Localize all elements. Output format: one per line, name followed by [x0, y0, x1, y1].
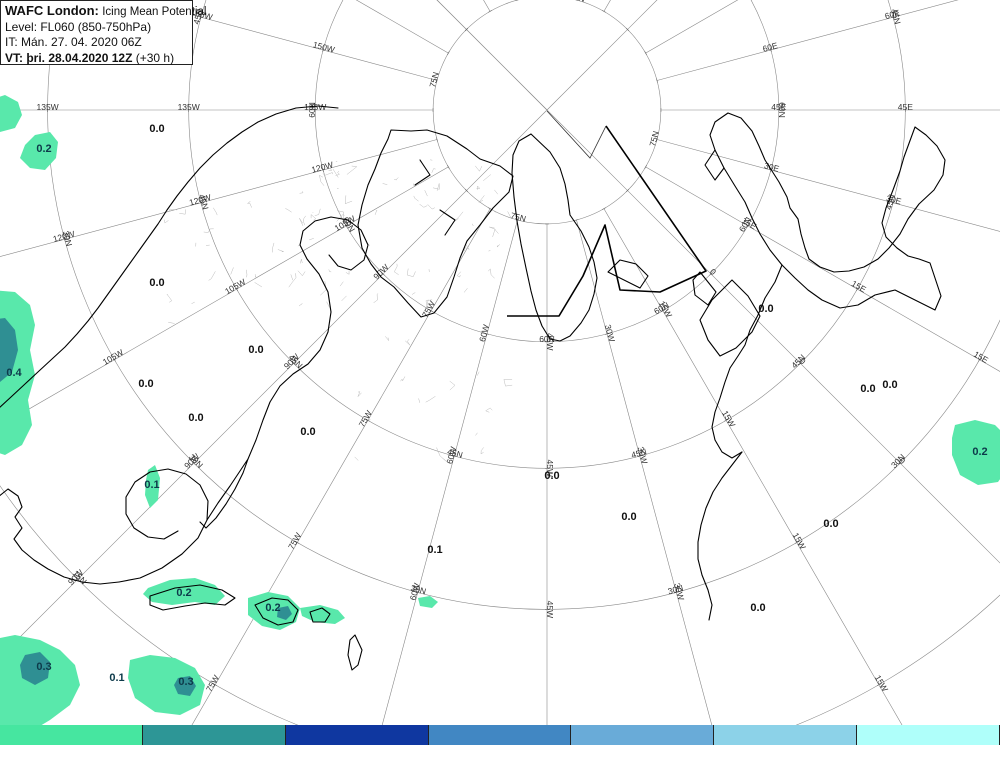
svg-text:45E: 45E	[898, 102, 913, 112]
svg-text:0.0: 0.0	[621, 511, 636, 523]
svg-text:0.0: 0.0	[882, 379, 897, 391]
svg-text:0.2: 0.2	[972, 446, 987, 458]
svg-text:0.0: 0.0	[860, 383, 875, 395]
svg-text:0.0: 0.0	[248, 344, 263, 356]
svg-text:0.1: 0.1	[427, 544, 442, 556]
svg-text:0.4: 0.4	[6, 367, 22, 379]
svg-text:60N: 60N	[307, 102, 317, 118]
svg-text:0.3: 0.3	[178, 676, 193, 688]
svg-text:60N: 60N	[539, 334, 555, 344]
svg-text:0.0: 0.0	[138, 378, 153, 390]
svg-text:0.0: 0.0	[149, 277, 164, 289]
svg-text:0.1: 0.1	[144, 479, 159, 491]
svg-text:0.0: 0.0	[823, 518, 838, 530]
svg-text:0.0: 0.0	[758, 303, 773, 315]
svg-text:0.3: 0.3	[36, 661, 51, 673]
svg-text:0.2: 0.2	[265, 602, 280, 614]
svg-text:0.0: 0.0	[149, 123, 164, 135]
svg-text:0.0: 0.0	[544, 470, 559, 482]
svg-text:135W: 135W	[36, 102, 58, 112]
svg-text:0.2: 0.2	[36, 143, 51, 155]
svg-text:0.1: 0.1	[109, 672, 124, 684]
svg-text:60N: 60N	[777, 102, 787, 118]
svg-text:135W: 135W	[178, 102, 200, 112]
svg-text:45W: 45W	[545, 601, 555, 618]
svg-text:0.0: 0.0	[188, 412, 203, 424]
svg-text:0.0: 0.0	[750, 602, 765, 614]
svg-text:0.0: 0.0	[300, 426, 315, 438]
svg-text:0.2: 0.2	[176, 587, 191, 599]
